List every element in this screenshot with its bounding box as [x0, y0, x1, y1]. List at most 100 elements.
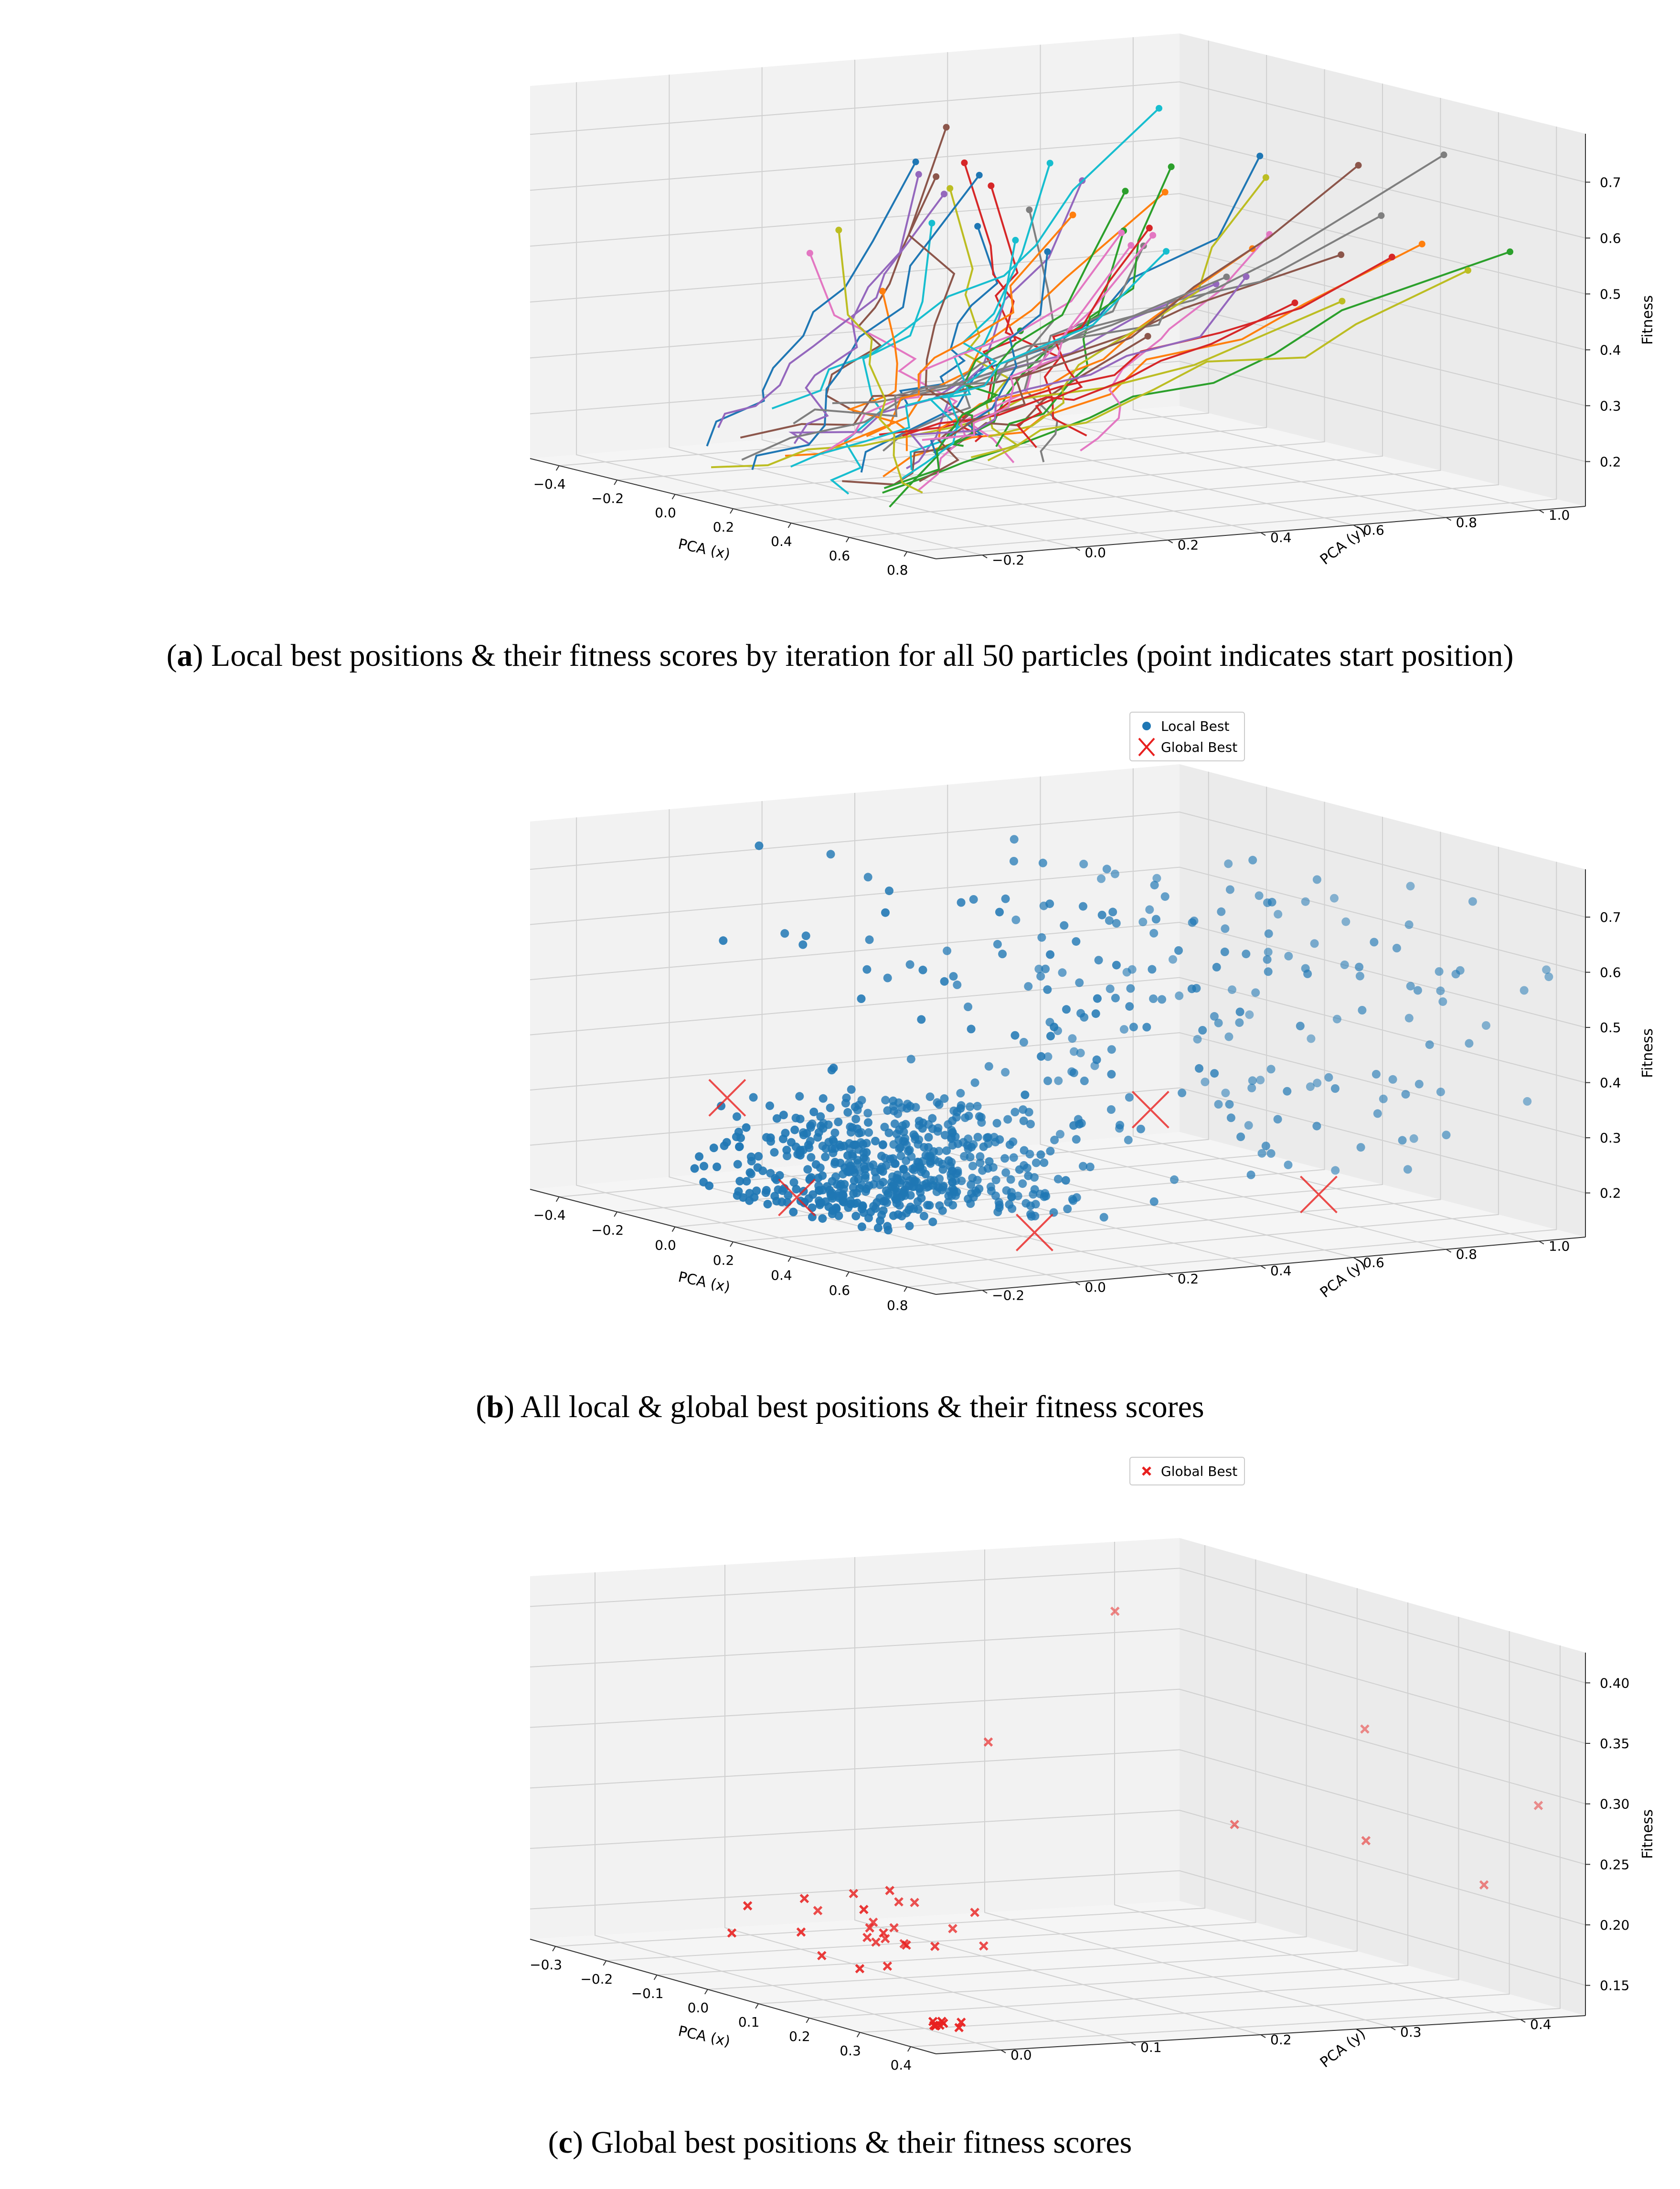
local-best-point — [1043, 1052, 1053, 1061]
local-best-point — [735, 1176, 744, 1185]
local-best-point — [854, 1175, 863, 1184]
x-tick-mark — [845, 537, 850, 543]
x-tick-label: 0.2 — [713, 1252, 734, 1268]
start-point — [1378, 212, 1385, 219]
z-tick-label: 0.4 — [1600, 342, 1621, 358]
local-best-point — [957, 898, 966, 907]
local-best-point — [775, 1171, 784, 1180]
local-best-point — [1063, 1205, 1072, 1213]
x-tick-label: 0.0 — [655, 1238, 676, 1253]
local-best-point — [840, 1180, 849, 1189]
grid-line-z — [530, 1688, 1586, 1805]
particle-path — [790, 250, 1167, 468]
grid-line-x — [555, 1545, 1206, 1947]
y-tick-mark — [1539, 509, 1544, 513]
local-best-point — [1413, 986, 1422, 995]
local-best-point — [919, 1212, 928, 1220]
local-best-point — [1358, 1006, 1367, 1014]
start-point — [1026, 206, 1033, 214]
local-best-point — [998, 950, 1007, 959]
local-best-point — [1409, 1134, 1418, 1143]
global-best-marker — [1016, 1214, 1053, 1251]
local-best-point — [746, 1169, 755, 1178]
start-point — [976, 171, 983, 179]
grid-line-y — [1132, 37, 1540, 511]
particle-path — [950, 330, 1021, 447]
local-best-point — [847, 1085, 856, 1094]
local-best-point — [1150, 881, 1159, 890]
local-best-point — [1404, 1014, 1414, 1023]
particle-path — [751, 174, 980, 470]
local-best-points — [690, 835, 1553, 1235]
local-best-point — [1414, 1079, 1424, 1089]
local-best-point — [798, 940, 808, 949]
z-axis-label: Fitness — [1639, 1809, 1656, 1859]
local-best-point — [1331, 1166, 1340, 1175]
y-tick-label: 0.2 — [1178, 1271, 1199, 1287]
y-tick-mark — [1353, 524, 1359, 529]
local-best-point — [918, 965, 927, 974]
local-best-point — [939, 1182, 948, 1190]
y-tick-label: 0.2 — [1178, 537, 1199, 553]
local-best-point — [834, 1211, 843, 1220]
x-tick-label: −0.4 — [533, 476, 566, 492]
local-best-point — [861, 1155, 870, 1164]
local-best-point — [966, 1102, 975, 1111]
y-tick-mark — [1000, 2050, 1006, 2053]
start-point — [933, 173, 940, 180]
local-best-point — [845, 1139, 854, 1148]
local-best-point — [895, 1125, 904, 1134]
local-best-point — [1264, 967, 1273, 976]
local-best-point — [1392, 944, 1401, 952]
grid-line-z — [530, 1032, 1586, 1139]
x-tick-mark — [671, 494, 676, 500]
y-tick-label: −0.2 — [992, 1287, 1024, 1303]
local-best-point — [991, 1175, 1000, 1185]
z-tick-label: 0.6 — [1600, 230, 1621, 246]
local-best-point — [1247, 1083, 1256, 1092]
x-tick-label: 0.1 — [738, 2014, 760, 2030]
local-best-point — [1021, 1090, 1030, 1100]
global-best-marker — [957, 2018, 966, 2027]
start-point — [943, 124, 950, 131]
local-best-point — [1544, 972, 1553, 982]
z-axis-label: Fitness — [1639, 295, 1656, 345]
x-tick-mark — [555, 1196, 560, 1202]
local-best-point — [853, 1155, 862, 1164]
global-best-marker — [881, 1934, 890, 1943]
local-best-point — [766, 1101, 774, 1111]
local-best-point — [1226, 1113, 1235, 1122]
local-best-point — [919, 1181, 928, 1190]
x-tick-label: −0.3 — [530, 1957, 562, 1973]
y-tick-mark — [1130, 2042, 1136, 2046]
local-best-point — [992, 1119, 1001, 1128]
x-axis-label: PCA (x) — [677, 2023, 732, 2050]
particle-path — [902, 302, 1296, 437]
local-best-point — [967, 1025, 976, 1034]
local-best-point — [977, 1118, 986, 1127]
local-best-point — [1370, 938, 1379, 947]
global-best-marker — [1360, 1724, 1370, 1734]
local-best-point — [1001, 894, 1010, 903]
grid-line-z — [530, 812, 1586, 918]
local-best-point — [1310, 939, 1319, 948]
legend-c: Global Best — [1129, 1457, 1245, 1485]
x-axis-label: PCA (x) — [677, 1269, 732, 1296]
chart-c: −0.3−0.2−0.10.00.10.20.30.40.0 0.1 0.2 0.3 0… — [530, 1538, 1656, 2073]
x-tick-label: 0.2 — [713, 519, 734, 535]
chart-a: −0.4 −0.2 0.0 0.2 0.4 0.6 0.8 −0.2 0.0 0.2 0.4 0.6 0… — [530, 33, 1656, 578]
local-best-point — [1284, 1160, 1293, 1169]
local-best-point — [1003, 1115, 1012, 1124]
local-best-point — [1056, 1130, 1064, 1139]
global-best-marker — [910, 1898, 919, 1907]
local-best-point — [964, 1144, 973, 1153]
local-best-point — [830, 1144, 840, 1153]
local-best-point — [790, 1125, 799, 1134]
local-best-point — [1068, 1195, 1077, 1204]
local-best-point — [1042, 1192, 1051, 1201]
local-best-point — [827, 1188, 836, 1197]
panel-c: −0.3 −0.2 −0.1 0.0 0.1 0.2 0.3 0.4 0.0 0.1 0.2 0.3 0… — [0, 1452, 1680, 2189]
local-best-point — [1244, 1121, 1253, 1130]
local-best-point — [1058, 968, 1067, 977]
local-best-point — [857, 994, 866, 1003]
